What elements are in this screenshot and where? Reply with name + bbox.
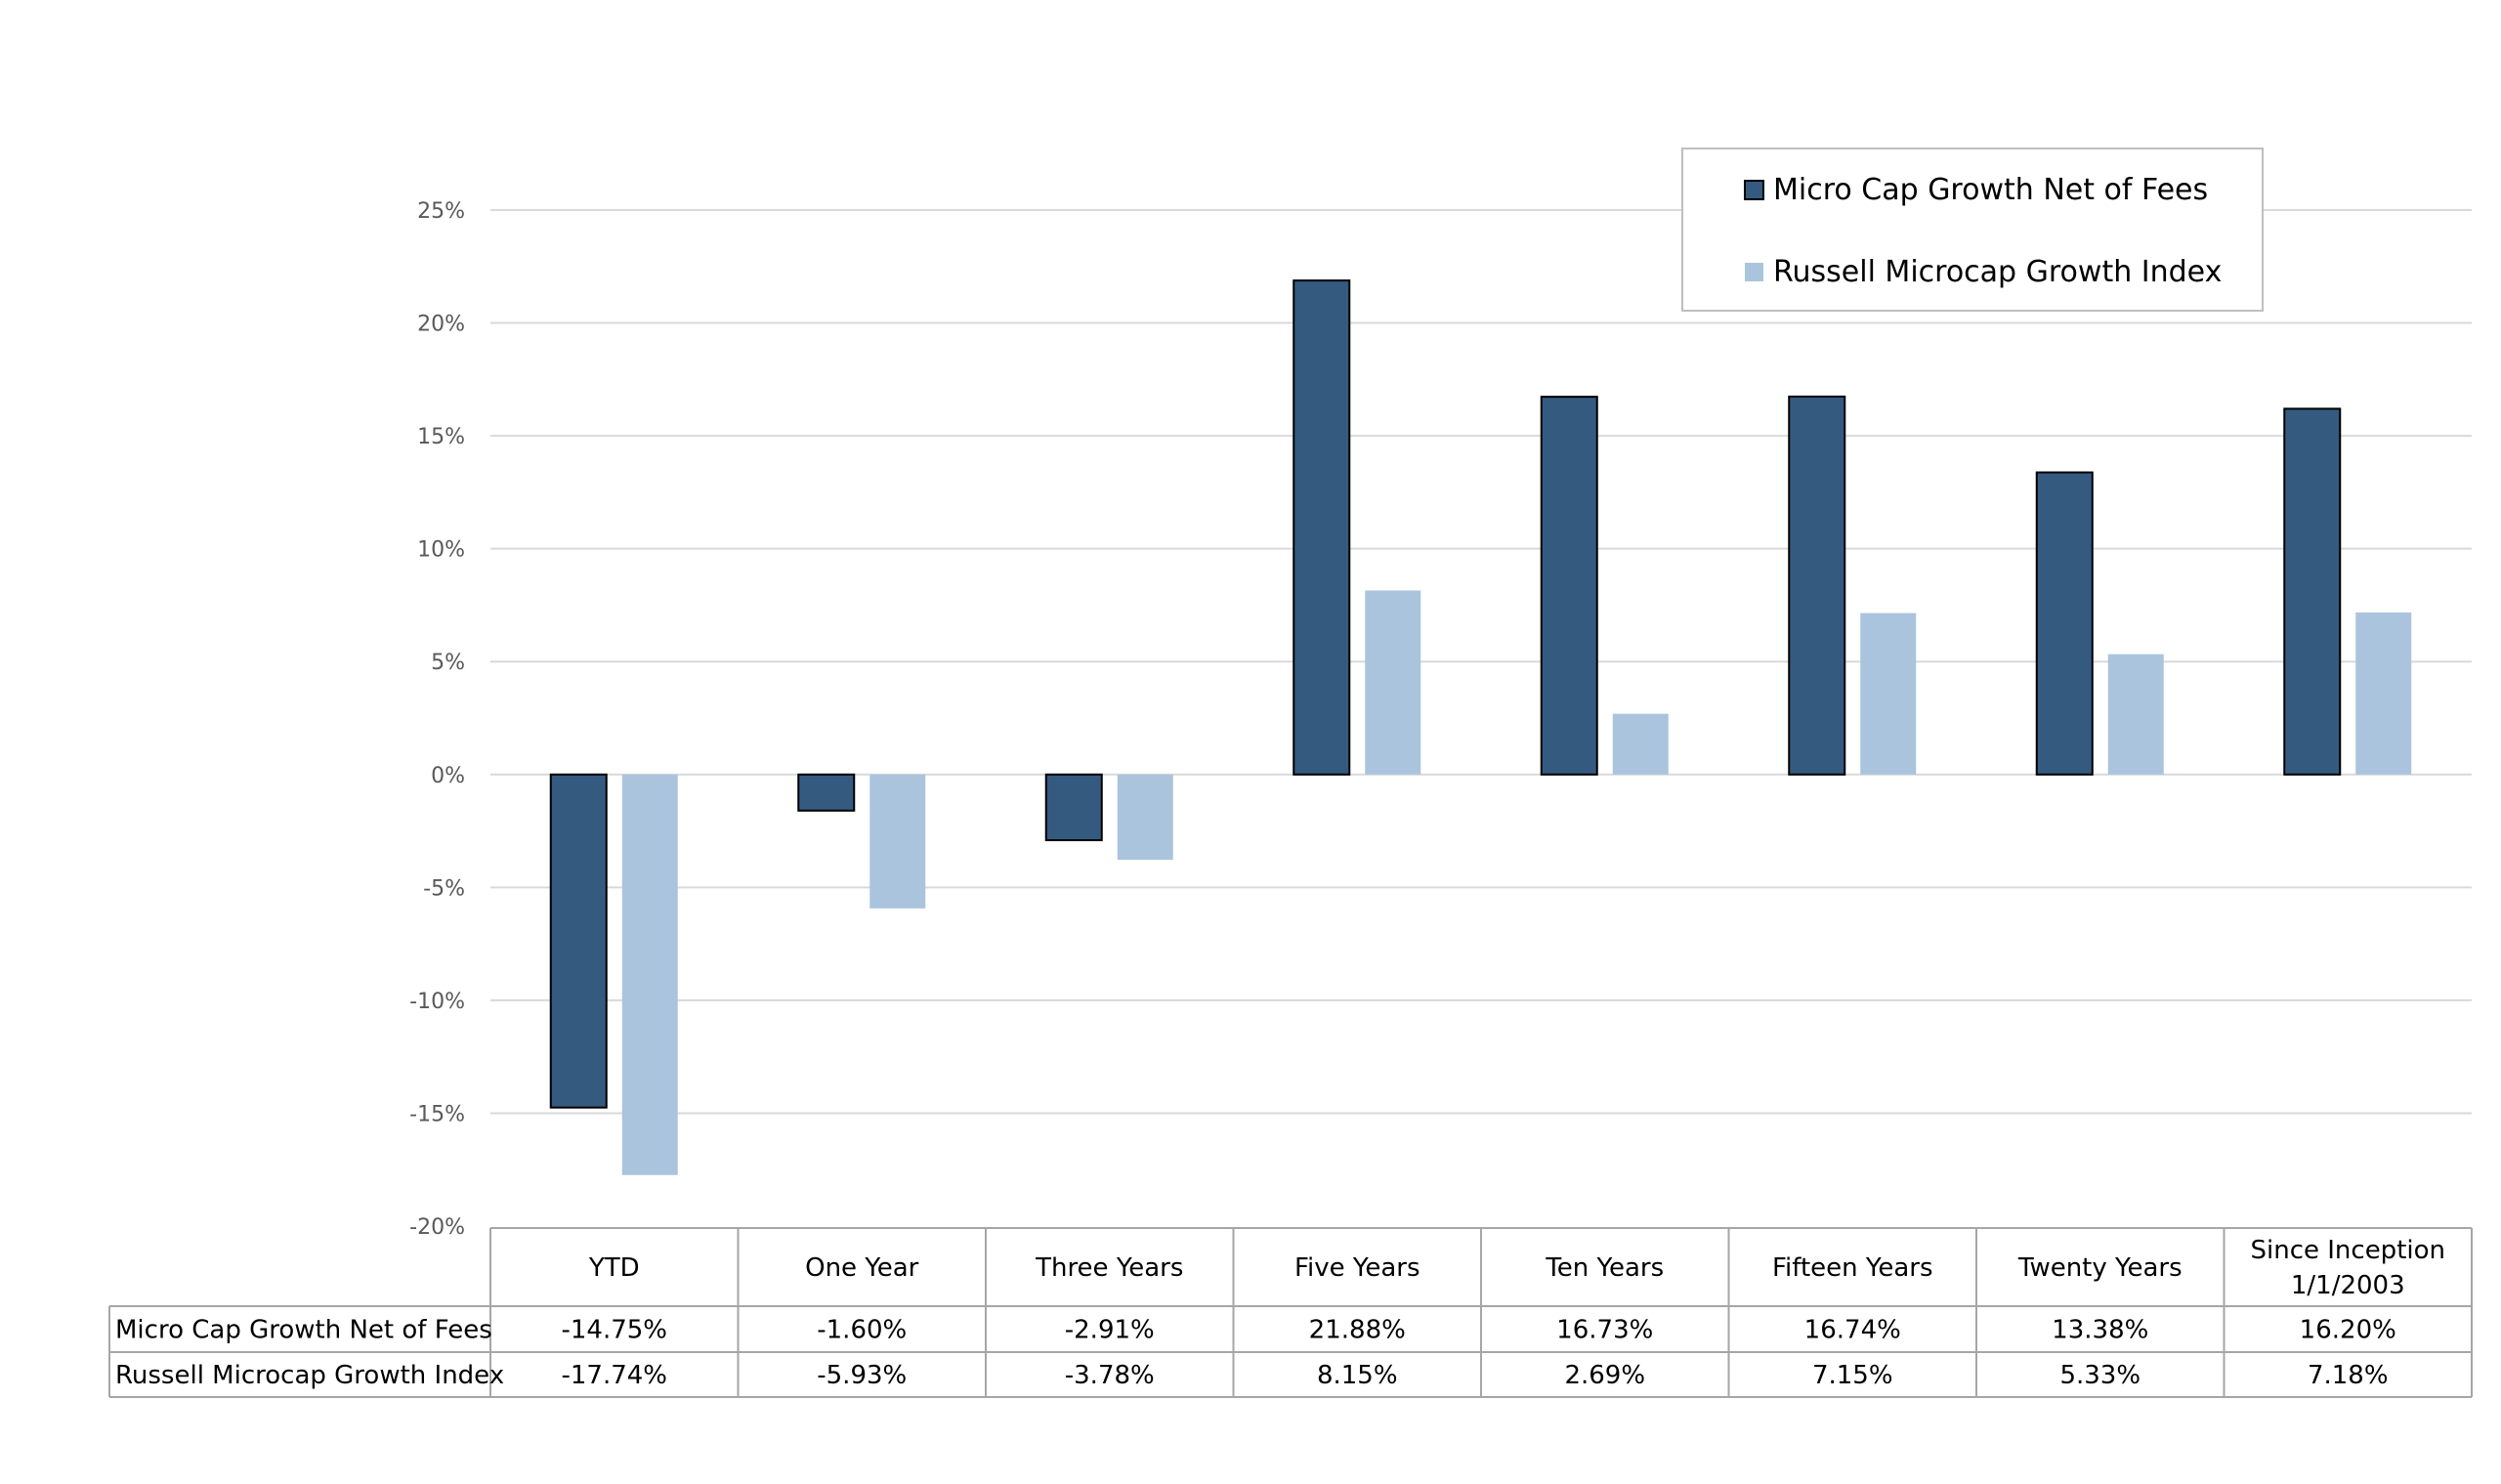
table-cell-value: 7.15% [1812, 1361, 1893, 1390]
category-label: Since Inception [2250, 1236, 2445, 1265]
category-label: Three Years [1035, 1253, 1183, 1283]
table-cell-value: 13.38% [2052, 1316, 2148, 1345]
table-cell-value: -2.91% [1065, 1316, 1155, 1345]
table-cell-value: 16.20% [2300, 1316, 2396, 1345]
table-cell-value: 2.69% [1564, 1361, 1645, 1390]
bars [549, 279, 2412, 1175]
bar-micro-cap-growth [797, 773, 856, 812]
legend-swatch [1744, 180, 1764, 200]
bar-russell-microcap-growth [2355, 612, 2412, 775]
bar-russell-microcap-growth [621, 774, 678, 1175]
bar-micro-cap-growth [1044, 773, 1103, 842]
y-tick-label: -10% [409, 990, 465, 1014]
y-axis-ticks: 25% 20% 15% 10% 5% 0% -5% -10% -15% -20% [409, 199, 465, 1240]
y-tick-label: 15% [417, 425, 465, 449]
table-cell-value: 5.33% [2059, 1361, 2141, 1390]
category-label: One Year [805, 1253, 919, 1283]
y-tick-label: 10% [417, 538, 465, 563]
category-label: YTD [588, 1253, 640, 1283]
table-cell-value: -3.78% [1065, 1361, 1155, 1390]
y-tick-label: -20% [409, 1215, 465, 1240]
legend-label: Micro Cap Growth Net of Fees [1773, 173, 2208, 207]
legend-label: Russell Microcap Growth Index [1773, 255, 2222, 289]
table-cell-value: 16.73% [1556, 1316, 1653, 1345]
bar-micro-cap-growth [2283, 407, 2342, 776]
y-tick-label: -5% [423, 876, 465, 901]
legend-swatch [1745, 263, 1763, 281]
table-cell-value: 7.18% [2308, 1361, 2389, 1390]
y-tick-label: 25% [417, 199, 465, 224]
y-tick-label: -15% [409, 1102, 465, 1126]
table-cell-value: 8.15% [1317, 1361, 1398, 1390]
gridlines [490, 209, 2472, 1115]
bar-russell-microcap-growth [2107, 654, 2164, 775]
y-tick-label: 5% [431, 651, 465, 675]
bar-russell-microcap-growth [1365, 590, 1421, 775]
table-cell-value: 21.88% [1309, 1316, 1406, 1345]
y-tick-label: 0% [431, 764, 465, 788]
bar-micro-cap-growth [1788, 395, 1846, 776]
category-label: Five Years [1294, 1253, 1420, 1283]
category-label: Twenty Years [2017, 1253, 2183, 1283]
bar-russell-microcap-growth [1860, 613, 1917, 775]
table-cell-value: -1.60% [817, 1316, 907, 1345]
bar-micro-cap-growth [549, 773, 608, 1109]
bar-micro-cap-growth [1540, 396, 1598, 776]
bar-russell-microcap-growth [869, 774, 926, 909]
bar-russell-microcap-growth [1612, 713, 1669, 775]
legend: Micro Cap Growth Net of Fees Russell Micr… [1681, 148, 2264, 312]
data-table: YTD One Year Three Years Five Years Ten Year… [108, 1227, 2473, 1398]
category-label: 1/1/2003 [2291, 1271, 2405, 1300]
table-cell-value: -17.74% [561, 1361, 667, 1390]
legend-box [1681, 148, 2264, 312]
table-row-label: Micro Cap Growth Net of Fees [115, 1316, 492, 1345]
bar-micro-cap-growth [2035, 471, 2094, 776]
bar-micro-cap-growth [1293, 279, 1351, 776]
table-cell-value: -5.93% [817, 1361, 907, 1390]
y-tick-label: 20% [417, 313, 465, 337]
category-label: Fifteen Years [1772, 1253, 1933, 1283]
table-cell-value: 16.74% [1804, 1316, 1901, 1345]
table-cell-value: -14.75% [561, 1316, 667, 1345]
table-row-label: Russell Microcap Growth Index [115, 1361, 504, 1390]
category-label: Ten Years [1545, 1253, 1664, 1283]
bar-russell-microcap-growth [1117, 774, 1173, 861]
